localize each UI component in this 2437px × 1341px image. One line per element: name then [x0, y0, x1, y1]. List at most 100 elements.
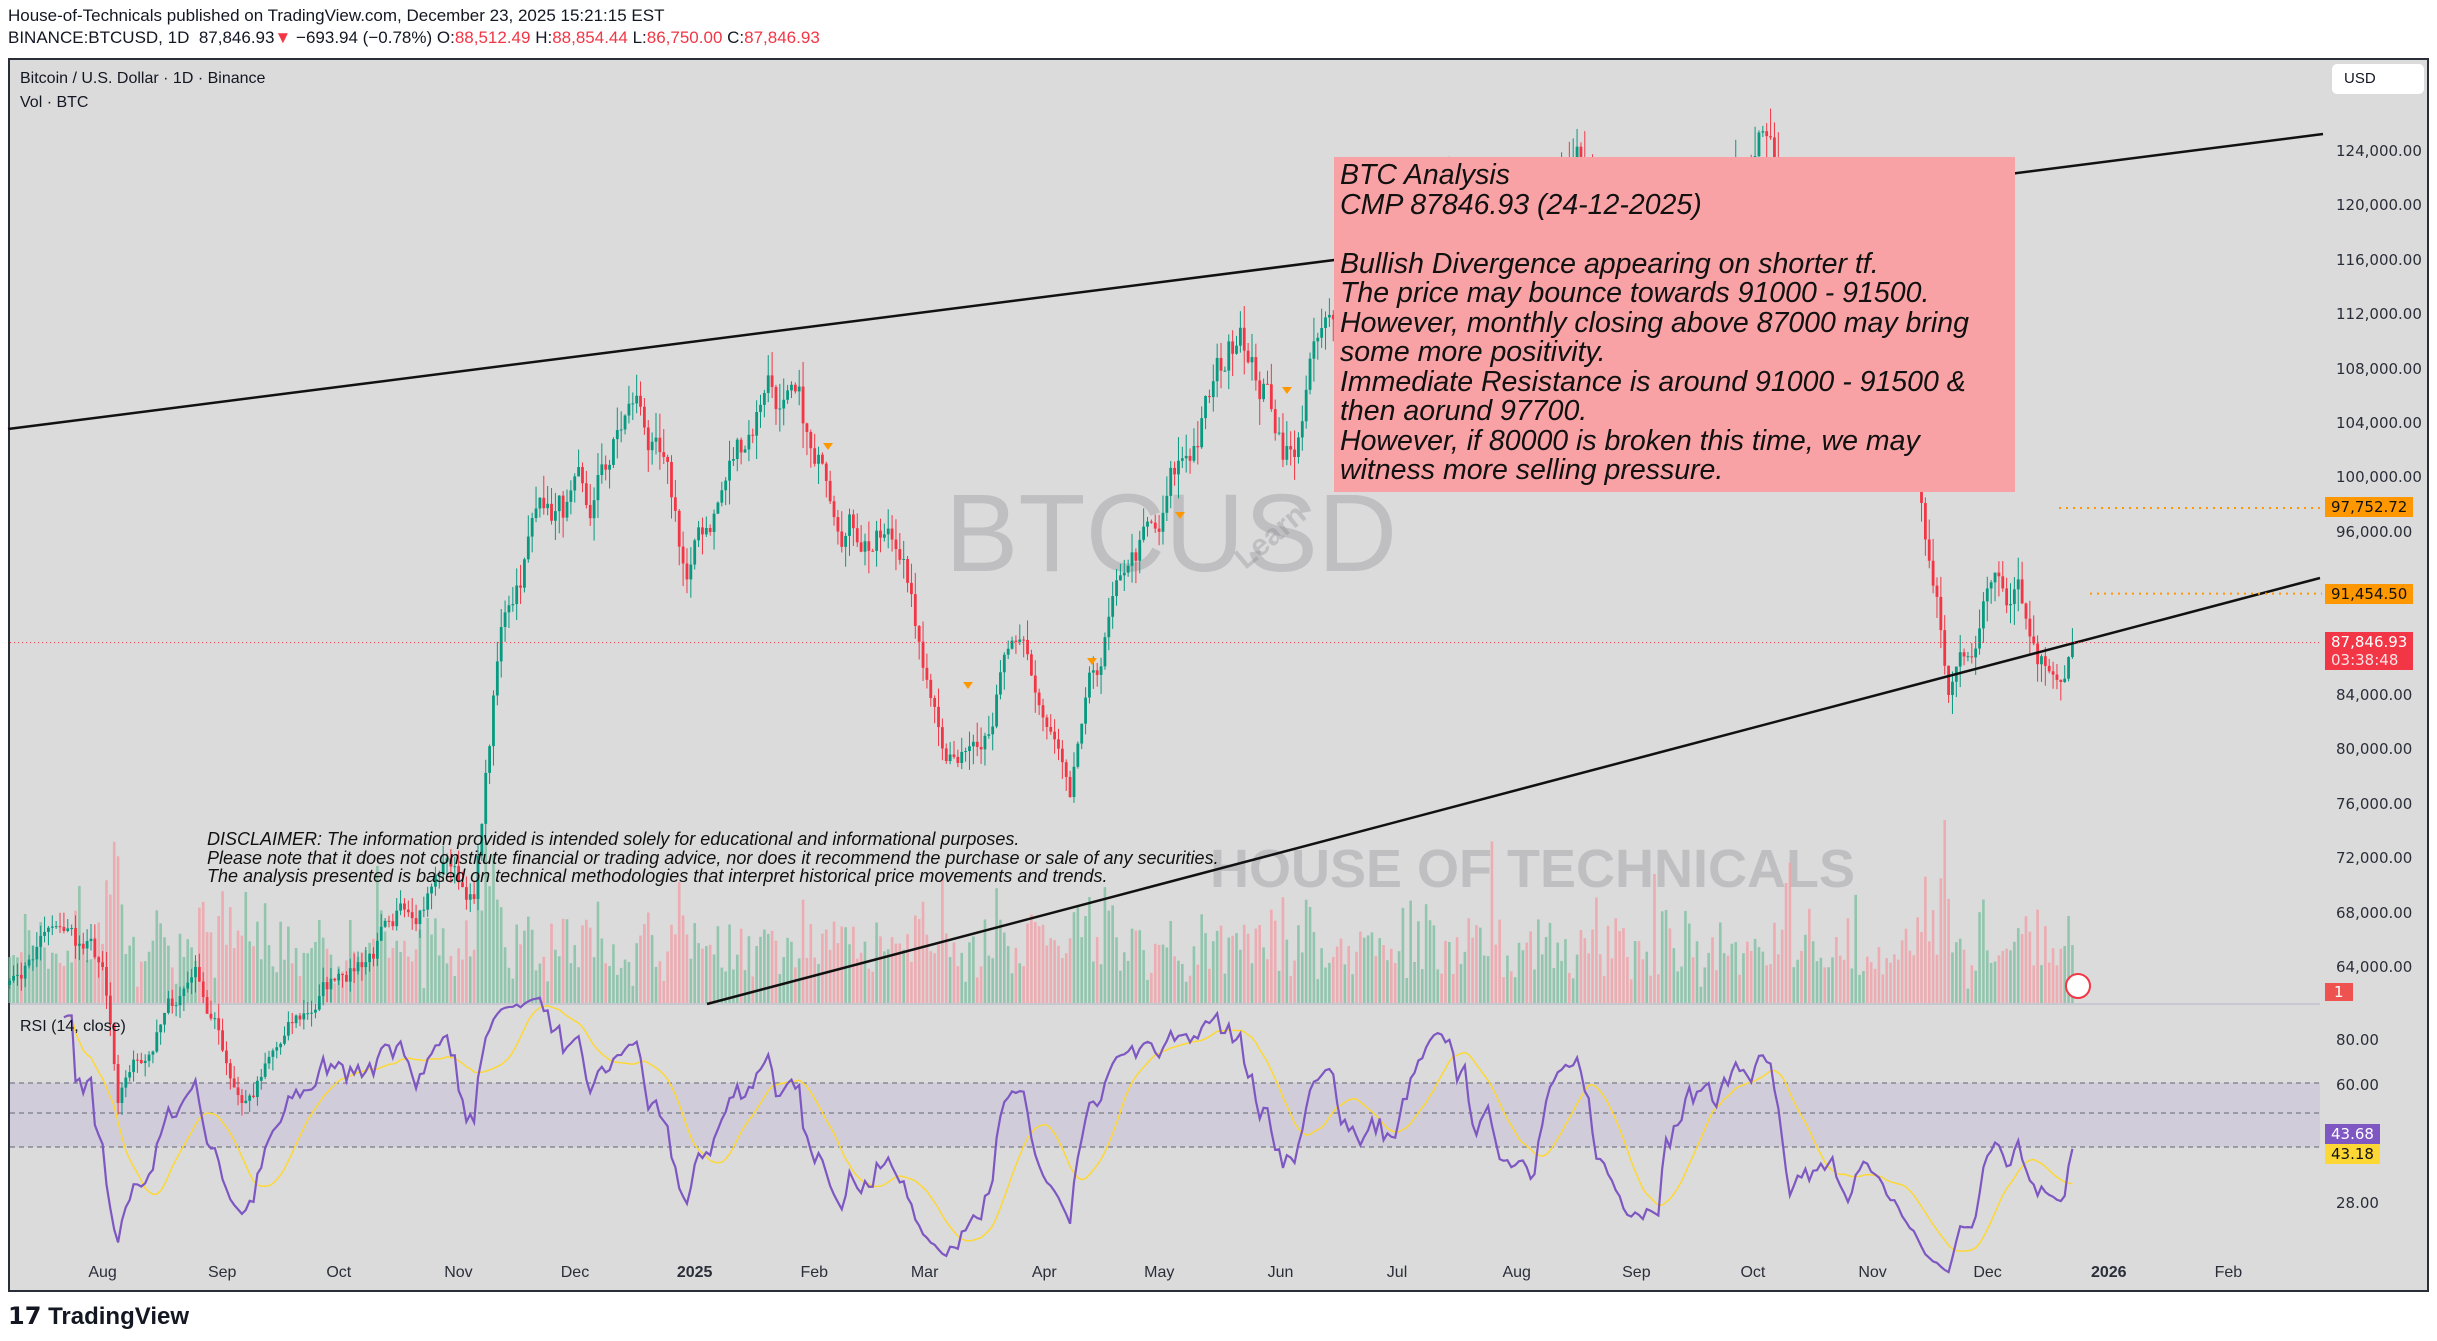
volume-bar [1022, 966, 1025, 1003]
events-badge[interactable]: 1 [2325, 983, 2353, 1001]
volume-bar [1250, 963, 1254, 1003]
candle [35, 946, 39, 960]
volume-bar [109, 894, 112, 1003]
candle [1989, 582, 1993, 589]
volume-bar [1885, 958, 1888, 1003]
volume-bar [561, 918, 565, 1003]
candle [50, 926, 54, 928]
tradingview-logo[interactable]: 𝟭𝟳 TradingView [8, 1302, 189, 1331]
volume-bar [1018, 963, 1022, 1003]
time-axis-label: 2026 [2090, 1264, 2127, 1281]
volume-bar [256, 921, 259, 1003]
volume-bar [1328, 962, 1331, 1003]
volume-bar [546, 981, 549, 1003]
candle [662, 452, 666, 457]
volume-bar [294, 948, 298, 1003]
volume-bar [1057, 945, 1060, 1003]
event-marker-icon [1175, 512, 1185, 519]
candle [635, 395, 639, 404]
candle [1316, 337, 1320, 342]
candle [1142, 526, 1146, 540]
candle [557, 495, 561, 512]
candle [345, 974, 348, 982]
currency-button[interactable]: USD [2332, 64, 2424, 94]
volume-bar [1726, 955, 1730, 1003]
volume-bar [1138, 930, 1142, 1003]
volume-bar [1598, 954, 1602, 1003]
volume-bar [1026, 923, 1029, 1003]
candle [1974, 648, 1978, 658]
rsi-axis-label: 80.00 [2336, 1031, 2379, 1049]
candle [960, 751, 964, 763]
volume-bar [1831, 957, 1834, 1003]
analysis-note[interactable]: BTC Analysis CMP 87846.93 (24-12-2025) Bul… [1334, 157, 2015, 492]
volume-bar [1780, 929, 1784, 1003]
candle [105, 967, 108, 996]
volume-bar [879, 936, 882, 1003]
candle [143, 1060, 147, 1064]
candle [2071, 642, 2074, 658]
candle [1978, 628, 1981, 649]
disclaimer-line: DISCLAIMER: The information provided is … [207, 829, 1020, 849]
candle [290, 1022, 294, 1024]
volume-bar [1533, 969, 1536, 1003]
candle [194, 967, 197, 978]
volume-bar [1873, 968, 1877, 1003]
candle [546, 503, 550, 509]
candle [1138, 539, 1142, 561]
candle [209, 1013, 213, 1019]
volume-bar [1215, 930, 1219, 1003]
volume-bar [318, 920, 321, 1003]
volume-bar [1072, 912, 1076, 1003]
candle [279, 1043, 283, 1048]
candle [147, 1054, 151, 1061]
volume-bar [1985, 950, 1989, 1003]
volume-bar [1660, 911, 1664, 1003]
volume-bar [832, 921, 836, 1003]
volume-bar [1804, 934, 1807, 1003]
candle [952, 754, 956, 757]
volume-bar [387, 957, 391, 1003]
candle [1958, 652, 1962, 667]
note-line: CMP 87846.93 (24-12-2025) [1340, 188, 1702, 221]
volume-legend[interactable]: Vol · BTC [20, 94, 89, 111]
candle [1231, 341, 1235, 354]
volume-bar [724, 971, 727, 1003]
open-value: 88,512.49 [454, 28, 531, 47]
candle [1095, 670, 1099, 675]
candle [1324, 317, 1327, 329]
candle [1200, 418, 1204, 448]
candle [93, 938, 97, 958]
chart-legend-title[interactable]: Bitcoin / U.S. Dollar · 1D · Binance [20, 70, 266, 87]
volume-bar [693, 923, 697, 1003]
volume-bar [1068, 938, 1072, 1003]
volume-bar [1734, 942, 1738, 1003]
candle [364, 962, 368, 968]
time-axis-label: Dec [1973, 1264, 2002, 1281]
volume-bar [499, 907, 503, 1003]
volume-bar [2067, 915, 2070, 1003]
candle [47, 927, 50, 932]
close-value: 87,846.93 [744, 28, 820, 47]
candle [472, 894, 476, 899]
candle [1935, 585, 1939, 597]
volume-bar [1378, 938, 1381, 1003]
volume-bar [302, 952, 306, 1003]
volume-bar [809, 924, 813, 1003]
volume-bar [1304, 899, 1308, 1003]
volume-bar [1711, 937, 1714, 1003]
volume-bar [1978, 912, 1981, 1003]
candle [205, 997, 209, 1014]
volume-bar [1614, 918, 1618, 1003]
volume-bar [1301, 952, 1304, 1003]
volume-bar [774, 940, 778, 1003]
volume-bar [1142, 950, 1145, 1003]
candle [1072, 766, 1076, 797]
volume-bar [1390, 948, 1393, 1003]
volume-bar [1370, 932, 1374, 1003]
candle [213, 1018, 217, 1020]
candle [759, 404, 762, 413]
candle [116, 1064, 120, 1103]
rsi-legend[interactable]: RSI (14, close) [20, 1018, 126, 1035]
